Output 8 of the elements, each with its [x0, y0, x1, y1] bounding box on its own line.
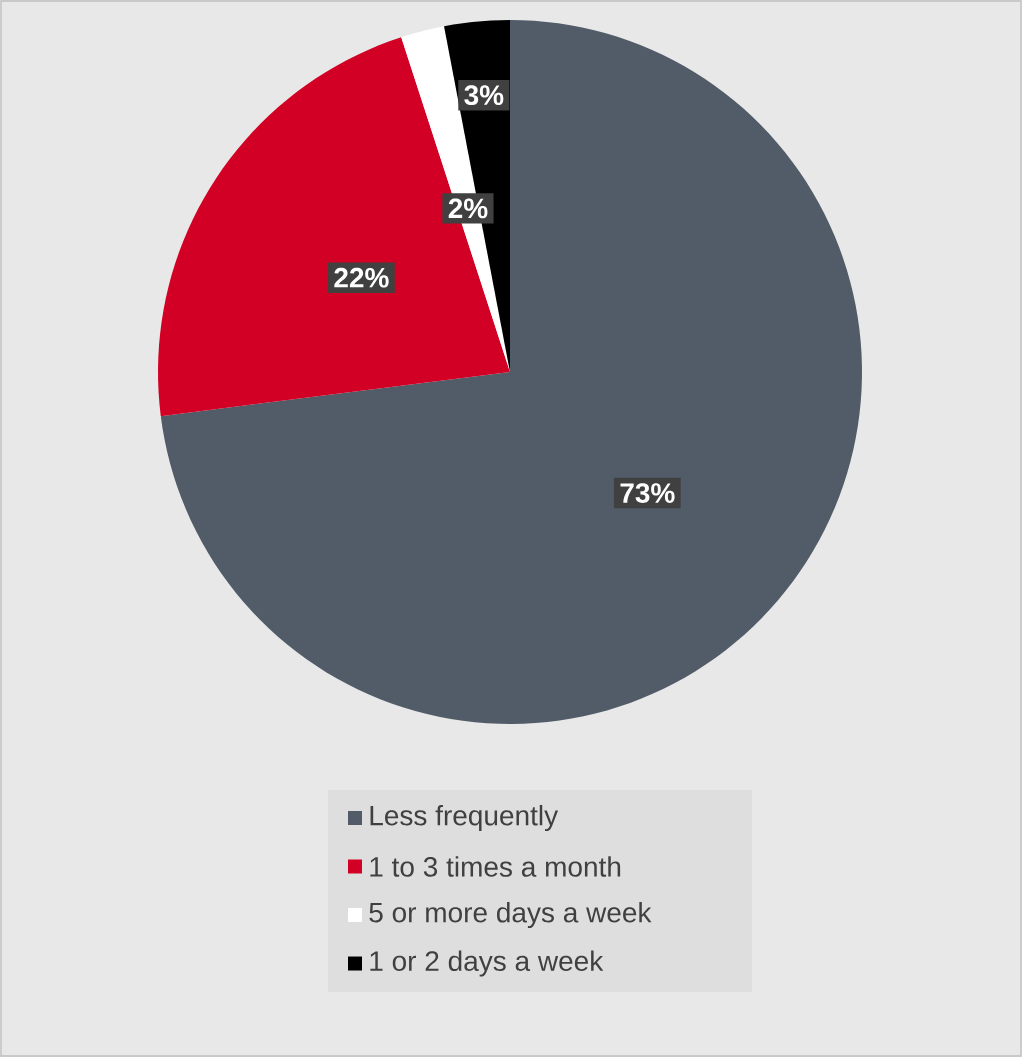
data-label: 2% [448, 198, 488, 219]
data-label: 3% [464, 85, 504, 106]
legend-label: Less frequently [370, 804, 559, 832]
data-label: 22% [334, 267, 389, 288]
legend-label: 5 or more days a week [369, 901, 652, 929]
legend-label: 1 or 2 days a week [370, 950, 604, 977]
data-label: 73% [620, 483, 675, 503]
legend-label: 1 to 3 times a month [370, 856, 621, 877]
